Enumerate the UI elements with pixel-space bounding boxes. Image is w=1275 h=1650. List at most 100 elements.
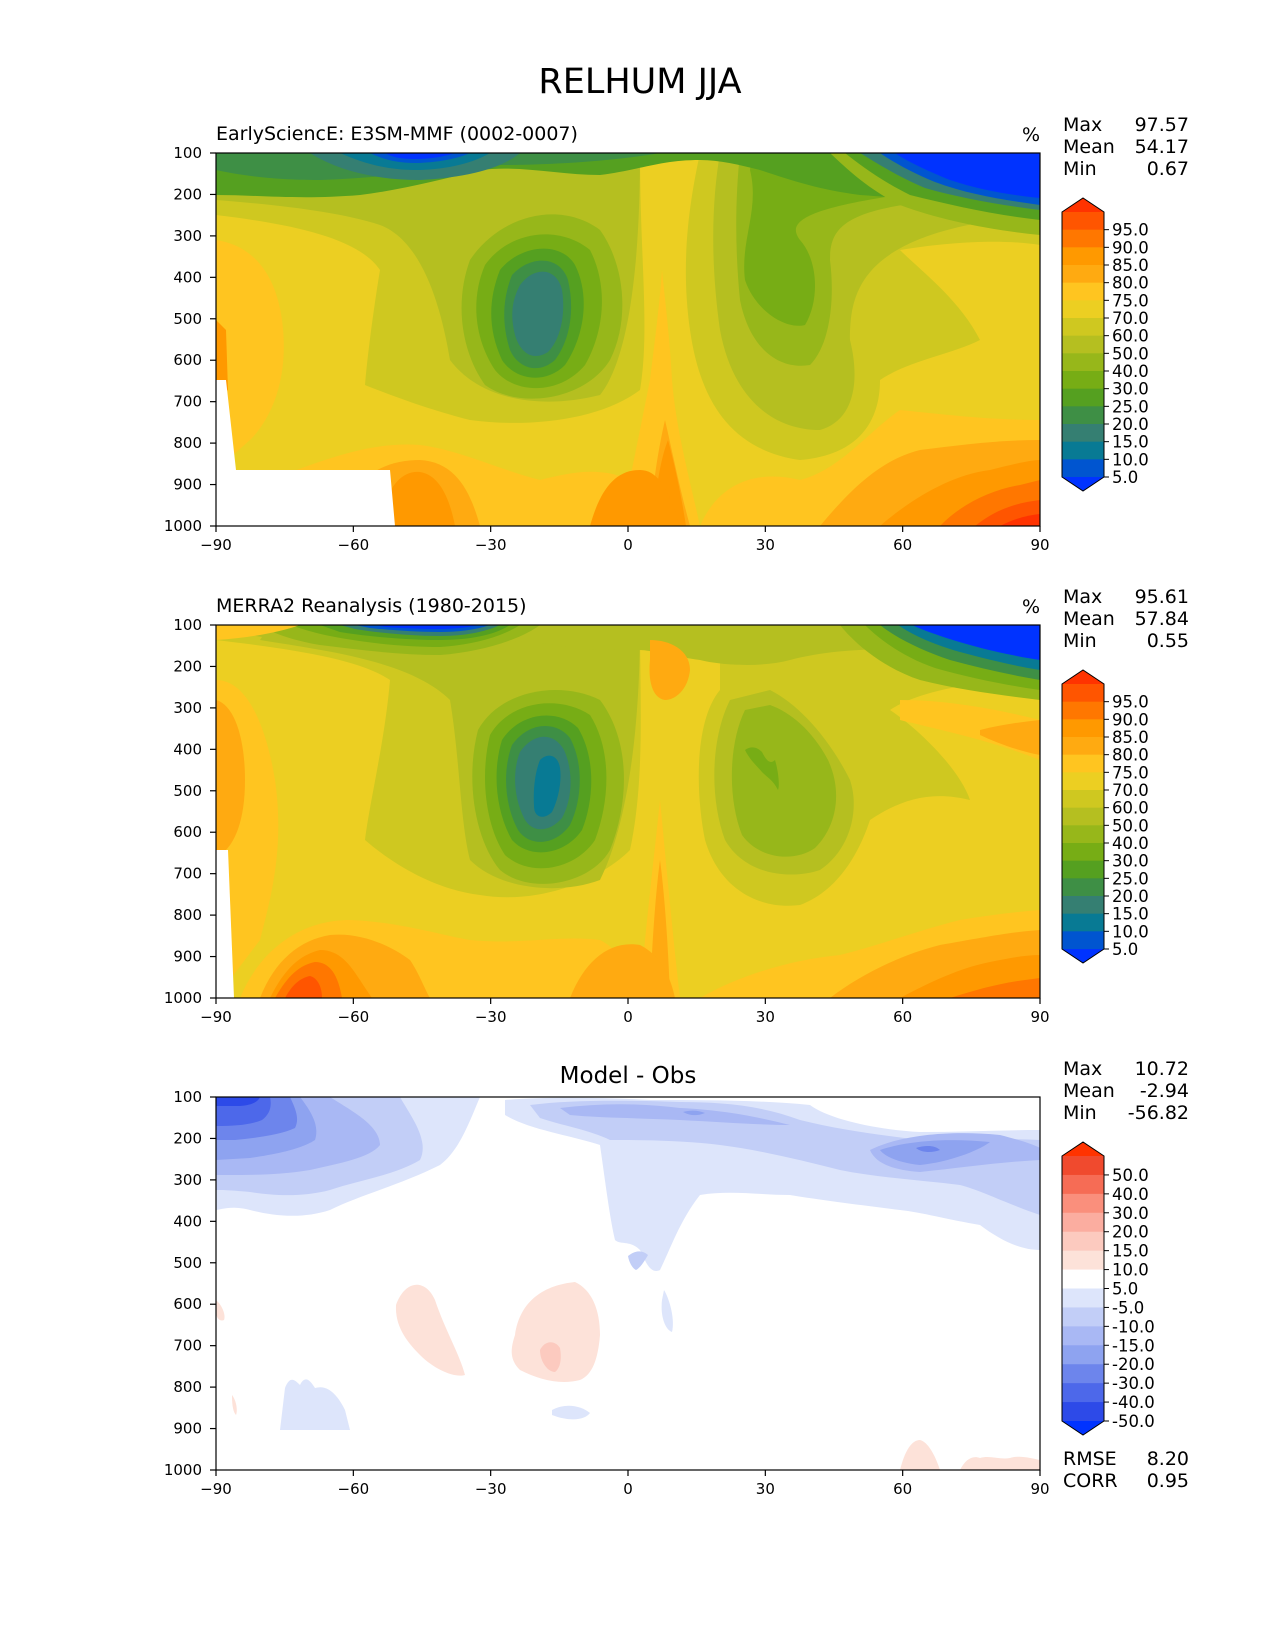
y-tick-label: 400	[173, 740, 202, 758]
y-tick-label: 700	[173, 865, 202, 883]
stat-label: Min	[1063, 630, 1097, 652]
colorbar-segment	[1062, 1402, 1104, 1422]
stat-value: 95.61	[1135, 586, 1189, 608]
colorbar-label: 40.0	[1112, 1185, 1149, 1204]
stat-value: 57.84	[1135, 608, 1189, 630]
colorbar-label: 30.0	[1112, 852, 1149, 871]
y-tick-label: 900	[173, 1420, 202, 1438]
stat-label: Mean	[1063, 608, 1115, 630]
y-tick-label: 600	[173, 823, 202, 841]
colorbar-extend-max	[1062, 1142, 1104, 1156]
colorbar-segment	[1062, 406, 1104, 425]
metric-value: 0.95	[1147, 1470, 1189, 1492]
colorbar-segment	[1062, 684, 1104, 703]
colorbar-segment	[1062, 1212, 1104, 1233]
panel-model: EarlySciencE: E3SM-MMF (0002-0007) % −90…	[164, 114, 1189, 554]
colorbar-extend-max	[1062, 670, 1104, 684]
x-tick-label: 90	[1030, 536, 1049, 554]
colorbar-label: 15.0	[1112, 905, 1149, 924]
colorbar-segment	[1062, 353, 1104, 372]
metric-label: CORR	[1063, 1470, 1118, 1492]
colorbar-segment	[1062, 300, 1104, 319]
stat-label: Max	[1063, 1058, 1102, 1080]
metric-value: 8.20	[1147, 1448, 1189, 1470]
colorbar-extend-min	[1062, 949, 1104, 963]
x-tick-label: −90	[200, 1480, 232, 1498]
colorbar-segment	[1062, 265, 1104, 284]
colorbar-segment	[1062, 843, 1104, 862]
x-tick-label: 0	[623, 1480, 633, 1498]
colorbar-label: 60.0	[1112, 799, 1149, 818]
y-tick-label: 400	[173, 268, 202, 286]
y-tick-label: 100	[173, 144, 202, 162]
colorbar-label: -15.0	[1112, 1336, 1155, 1355]
contour-fill-diff	[216, 1097, 1040, 1470]
colorbar-label: -50.0	[1112, 1412, 1155, 1431]
colorbar-segment	[1062, 441, 1104, 460]
colorbar-segment	[1062, 1156, 1104, 1176]
x-tick-label: −30	[475, 1008, 507, 1026]
colorbar-label: 50.0	[1112, 344, 1149, 363]
colorbar-label: 90.0	[1112, 710, 1149, 729]
colorbar-segment	[1062, 1364, 1104, 1384]
stat-label: Min	[1063, 158, 1097, 180]
y-tick-label: 400	[173, 1212, 202, 1230]
x-tick-label: 0	[623, 1008, 633, 1026]
colorbar-label: 40.0	[1112, 834, 1149, 853]
colorbar-label: 90.0	[1112, 238, 1149, 257]
stat-value: -2.94	[1140, 1080, 1189, 1102]
y-tick-label: 1000	[164, 989, 202, 1007]
colorbar-segment	[1062, 737, 1104, 756]
colorbar-label: 40.0	[1112, 362, 1149, 381]
colorbar-label: 75.0	[1112, 763, 1149, 782]
axes-obs: −90 −60 −30 0 30 60 90 100 200 300 400 500 600 700 800…	[164, 616, 1050, 1026]
colorbar-label: -5.0	[1112, 1298, 1144, 1317]
colorbar-label: 70.0	[1112, 309, 1149, 328]
colorbar-extend-min	[1062, 1421, 1104, 1435]
colorbar-obs: 95.090.085.080.075.070.060.050.040.030.0…	[1061, 669, 1149, 964]
colorbar-diff: 50.040.030.020.015.010.05.0-5.0-10.0-15.…	[1061, 1141, 1155, 1436]
y-tick-label: 700	[173, 1337, 202, 1355]
colorbar-segment	[1062, 318, 1104, 337]
axes-diff: −90 −60 −30 0 30 60 90 100 200 300 400 500 600 700 800…	[164, 1088, 1050, 1498]
stat-value: -56.82	[1128, 1102, 1189, 1124]
stats-model: Max 97.57 Mean 54.17 Min 0.67	[1063, 114, 1189, 180]
colorbar-segment	[1062, 772, 1104, 791]
colorbar-model: 95.090.085.080.075.070.060.050.040.030.0…	[1061, 197, 1149, 492]
panel-obs: MERRA2 Reanalysis (1980-2015) % −90 −60 −3…	[164, 586, 1189, 1026]
colorbar-label: 95.0	[1112, 221, 1149, 240]
y-tick-label: 600	[173, 351, 202, 369]
units-label-obs: %	[1022, 596, 1040, 618]
y-tick-label: 1000	[164, 517, 202, 535]
colorbar-label: 15.0	[1112, 433, 1149, 452]
colorbar-label: 30.0	[1112, 380, 1149, 399]
colorbar-segment	[1062, 1326, 1104, 1346]
colorbar-label: 5.0	[1112, 940, 1138, 959]
y-tick-label: 800	[173, 906, 202, 924]
colorbar-extend-min	[1062, 477, 1104, 491]
stat-label: Mean	[1063, 136, 1115, 158]
y-tick-label: 700	[173, 393, 202, 411]
colorbar-label: 50.0	[1112, 816, 1149, 835]
colorbar-label: 20.0	[1112, 887, 1149, 906]
x-tick-label: −60	[338, 536, 370, 554]
colorbar-segment	[1062, 807, 1104, 826]
colorbar-segment	[1062, 282, 1104, 301]
colorbar-segment	[1062, 212, 1104, 231]
panel-title-obs: MERRA2 Reanalysis (1980-2015)	[216, 595, 527, 617]
colorbar-segment	[1062, 1288, 1104, 1308]
colorbar-segment	[1062, 719, 1104, 738]
colorbar-label: 5.0	[1112, 468, 1138, 487]
y-tick-label: 500	[173, 782, 202, 800]
colorbar-label: 95.0	[1112, 693, 1149, 712]
colorbar-segment	[1062, 247, 1104, 266]
contour-fill-model	[216, 153, 1040, 526]
stat-value: 0.55	[1147, 630, 1189, 652]
colorbar-label: 10.0	[1112, 922, 1149, 941]
colorbar-label: -40.0	[1112, 1393, 1155, 1412]
colorbar-label: 60.0	[1112, 327, 1149, 346]
stat-value: 0.67	[1147, 158, 1189, 180]
colorbar-segment	[1062, 1231, 1104, 1252]
x-tick-label: 30	[756, 1480, 775, 1498]
metric-label: RMSE	[1063, 1448, 1117, 1470]
